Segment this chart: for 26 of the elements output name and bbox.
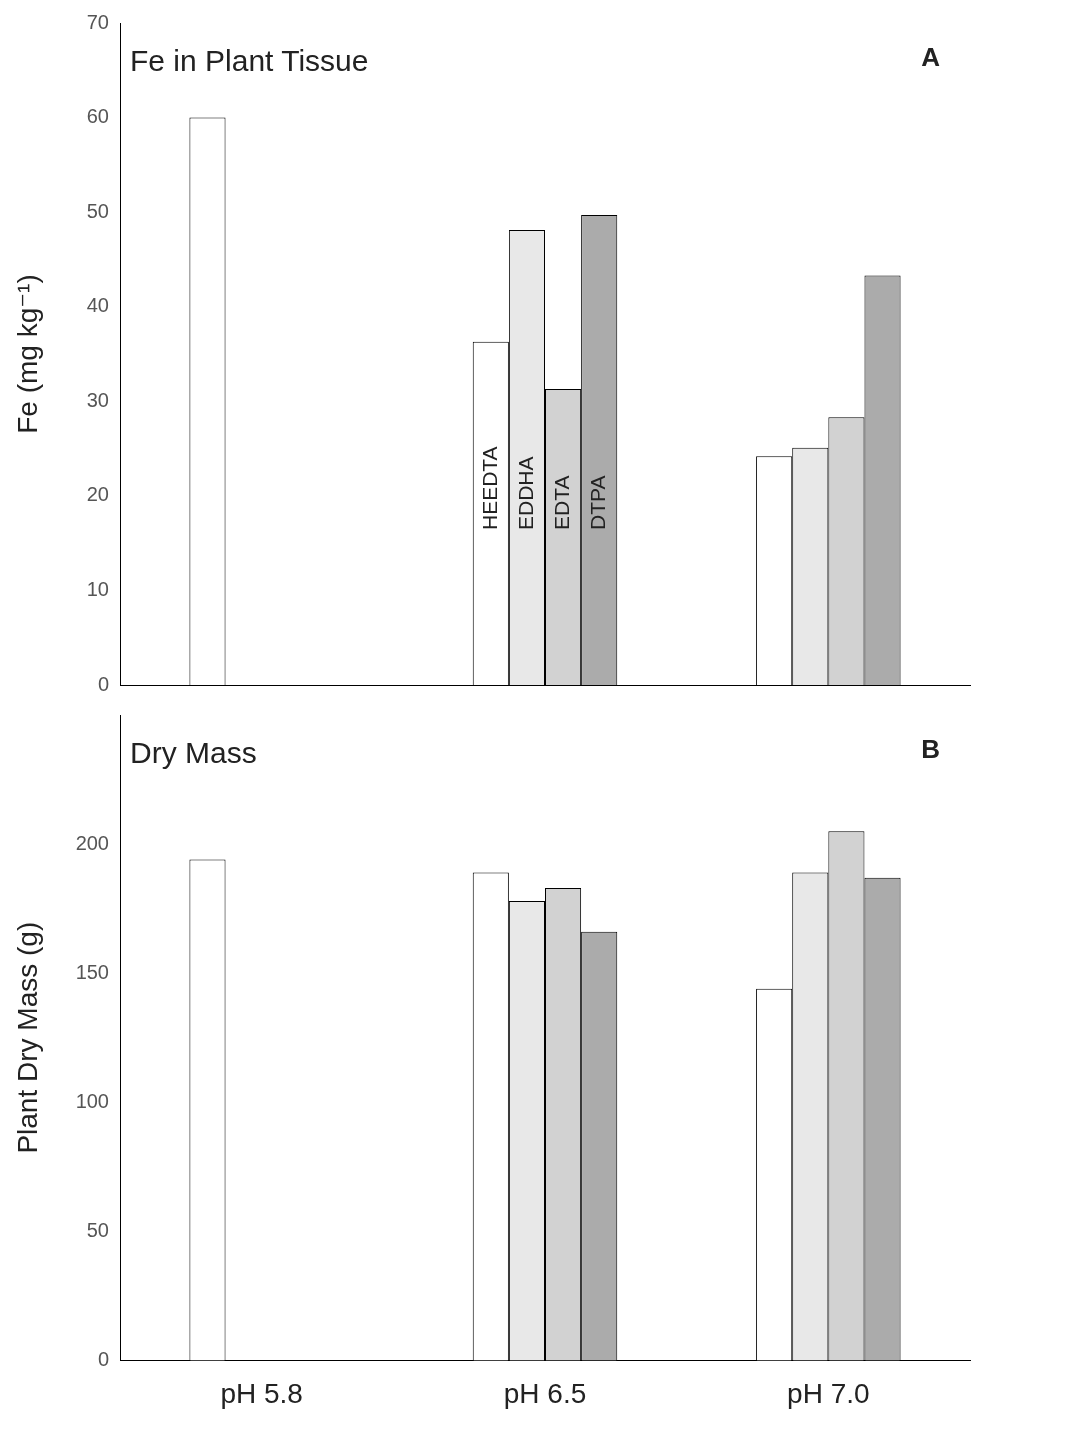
y-tick-label: 50 (86, 199, 109, 222)
x-tick-label: pH 6.5 (503, 1377, 587, 1409)
series-label: EDTA (549, 475, 573, 530)
y-tick-label: 50 (86, 1218, 109, 1241)
annotation: B (921, 734, 940, 765)
x-tick-label: pH 5.8 (220, 1377, 303, 1409)
y-tick-label: 20 (86, 483, 109, 506)
text: Dry Mass (130, 736, 257, 770)
text: Fe in Plant Tissue (130, 44, 369, 78)
y-tick-label: 200 (75, 831, 109, 854)
y-tick-label: 70 (86, 10, 109, 33)
y-tick-label: 40 (86, 294, 109, 317)
y-tick-label: 60 (86, 105, 109, 128)
annotation: A (921, 42, 941, 73)
y-axis-title: Plant Dry Mass (g) (11, 921, 43, 1154)
y-tick-label: 0 (97, 672, 109, 695)
series-label: DTPA (585, 475, 609, 530)
y-axis-title: Fe (mg kg⁻¹) (11, 274, 43, 434)
y-tick-label: 150 (75, 960, 109, 983)
series-label: EDDHA (513, 456, 537, 530)
y-tick-label: 0 (97, 1347, 109, 1370)
y-tick-label: 30 (86, 388, 109, 411)
y-tick-label: 100 (75, 1089, 109, 1112)
x-tick-label: pH 7.0 (787, 1377, 870, 1409)
y-tick-label: 10 (86, 577, 109, 600)
series-label: HEEDTA (477, 446, 501, 530)
